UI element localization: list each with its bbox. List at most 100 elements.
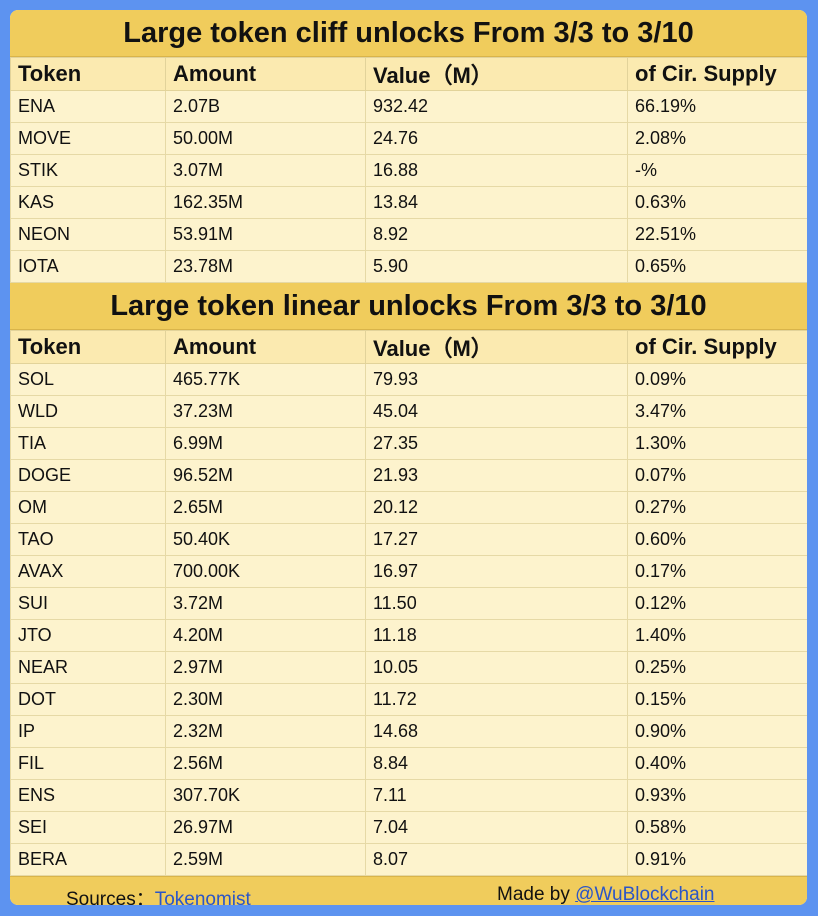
table-row: DOGE 96.52M 21.93 0.07% — [10, 459, 807, 492]
value-cell: 11.50 — [365, 587, 628, 620]
amount-cell: 2.56M — [165, 747, 366, 780]
section-title: Large token cliff unlocks From 3/3 to 3/… — [10, 10, 807, 57]
value-cell: 13.84 — [365, 186, 628, 219]
value-cell: 16.97 — [365, 555, 628, 588]
sources-link[interactable]: Tokenomist — [154, 889, 251, 905]
amount-cell: 162.35M — [165, 186, 366, 219]
table-row: WLD 37.23M 45.04 3.47% — [10, 395, 807, 428]
token-cell: MOVE — [10, 122, 166, 155]
table-row: AVAX 700.00K 16.97 0.17% — [10, 555, 807, 588]
token-cell: STIK — [10, 154, 166, 187]
table-row: FIL 2.56M 8.84 0.40% — [10, 747, 807, 780]
supply-cell: 0.40% — [627, 747, 807, 780]
table-row: KAS 162.35M 13.84 0.63% — [10, 186, 807, 219]
table-row: TAO 50.40K 17.27 0.60% — [10, 523, 807, 556]
supply-cell: 0.07% — [627, 459, 807, 492]
author-link[interactable]: @WuBlockchain — [575, 884, 715, 905]
made-by-label: Made by — [497, 884, 576, 905]
table-row: DOT 2.30M 11.72 0.15% — [10, 683, 807, 716]
column-header-amount: Amount — [165, 330, 366, 364]
value-cell: 17.27 — [365, 523, 628, 556]
table-row: SOL 465.77K 79.93 0.09% — [10, 363, 807, 396]
supply-cell: 0.17% — [627, 555, 807, 588]
column-header-supply: of Cir. Supply — [627, 57, 807, 91]
token-cell: TAO — [10, 523, 166, 556]
value-cell: 8.07 — [365, 843, 628, 876]
supply-cell: -% — [627, 154, 807, 187]
table-row: OM 2.65M 20.12 0.27% — [10, 491, 807, 524]
amount-cell: 50.00M — [165, 122, 366, 155]
header-row: Token Amount Value（M） of Cir. Supply — [10, 330, 807, 364]
value-cell: 20.12 — [365, 491, 628, 524]
amount-cell: 50.40K — [165, 523, 366, 556]
token-cell: DOGE — [10, 459, 166, 492]
amount-cell: 23.78M — [165, 250, 366, 283]
supply-cell: 0.93% — [627, 779, 807, 812]
supply-cell: 0.91% — [627, 843, 807, 876]
supply-cell: 22.51% — [627, 218, 807, 251]
table-row: ENS 307.70K 7.11 0.93% — [10, 779, 807, 812]
table-row: JTO 4.20M 11.18 1.40% — [10, 619, 807, 652]
column-header-value: Value（M） — [365, 57, 628, 91]
amount-cell: 700.00K — [165, 555, 366, 588]
sources: Sources：Tokenomist — [66, 884, 251, 905]
sources-label: Sources： — [66, 889, 155, 905]
header-row: Token Amount Value（M） of Cir. Supply — [10, 57, 807, 91]
table-row: TIA 6.99M 27.35 1.30% — [10, 427, 807, 460]
table-row: SEI 26.97M 7.04 0.58% — [10, 811, 807, 844]
value-cell: 79.93 — [365, 363, 628, 396]
token-cell: SOL — [10, 363, 166, 396]
value-cell: 7.11 — [365, 779, 628, 812]
amount-cell: 3.07M — [165, 154, 366, 187]
table-row: SUI 3.72M 11.50 0.12% — [10, 587, 807, 620]
amount-cell: 2.59M — [165, 843, 366, 876]
token-cell: SUI — [10, 587, 166, 620]
unlocks-card: Large token cliff unlocks From 3/3 to 3/… — [10, 10, 807, 905]
amount-cell: 53.91M — [165, 218, 366, 251]
token-cell: SEI — [10, 811, 166, 844]
column-header-token: Token — [10, 57, 166, 91]
supply-cell: 1.40% — [627, 619, 807, 652]
value-cell: 21.93 — [365, 459, 628, 492]
column-header-token: Token — [10, 330, 166, 364]
section-title: Large token linear unlocks From 3/3 to 3… — [10, 283, 807, 330]
amount-cell: 2.65M — [165, 491, 366, 524]
token-cell: DOT — [10, 683, 166, 716]
supply-cell: 0.90% — [627, 715, 807, 748]
token-cell: TIA — [10, 427, 166, 460]
table-row: IP 2.32M 14.68 0.90% — [10, 715, 807, 748]
table-row: NEAR 2.97M 10.05 0.25% — [10, 651, 807, 684]
token-cell: IP — [10, 715, 166, 748]
supply-cell: 2.08% — [627, 122, 807, 155]
token-cell: FIL — [10, 747, 166, 780]
supply-cell: 0.15% — [627, 683, 807, 716]
value-cell: 16.88 — [365, 154, 628, 187]
column-header-value: Value（M） — [365, 330, 628, 364]
token-cell: IOTA — [10, 250, 166, 283]
amount-cell: 2.07B — [165, 90, 366, 123]
made-by: Made by @WuBlockchain — [497, 884, 714, 905]
value-cell: 27.35 — [365, 427, 628, 460]
table-row: NEON 53.91M 8.92 22.51% — [10, 218, 807, 251]
column-header-supply: of Cir. Supply — [627, 330, 807, 364]
amount-cell: 307.70K — [165, 779, 366, 812]
amount-cell: 2.97M — [165, 651, 366, 684]
table-row: ENA 2.07B 932.42 66.19% — [10, 90, 807, 123]
table-row: IOTA 23.78M 5.90 0.65% — [10, 250, 807, 283]
value-cell: 8.84 — [365, 747, 628, 780]
amount-cell: 2.30M — [165, 683, 366, 716]
supply-cell: 3.47% — [627, 395, 807, 428]
value-cell: 8.92 — [365, 218, 628, 251]
value-cell: 10.05 — [365, 651, 628, 684]
value-cell: 14.68 — [365, 715, 628, 748]
amount-cell: 3.72M — [165, 587, 366, 620]
token-cell: OM — [10, 491, 166, 524]
token-cell: NEAR — [10, 651, 166, 684]
supply-cell: 0.65% — [627, 250, 807, 283]
amount-cell: 465.77K — [165, 363, 366, 396]
token-cell: AVAX — [10, 555, 166, 588]
value-cell: 5.90 — [365, 250, 628, 283]
token-cell: ENS — [10, 779, 166, 812]
supply-cell: 0.09% — [627, 363, 807, 396]
supply-cell: 0.25% — [627, 651, 807, 684]
